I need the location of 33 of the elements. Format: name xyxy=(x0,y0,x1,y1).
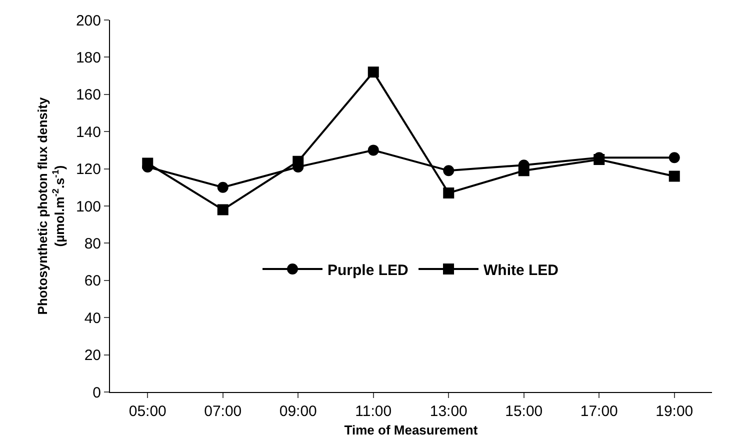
point xyxy=(292,156,304,167)
y-tick-label: 0 xyxy=(92,384,101,402)
y-tick-label: 20 xyxy=(84,347,101,364)
x-tick-label: 11:00 xyxy=(355,403,392,420)
point xyxy=(368,144,379,156)
x-tick-label: 19:00 xyxy=(656,403,694,420)
y-tick-label: 40 xyxy=(84,310,101,327)
y-tick-label: 200 xyxy=(76,12,101,30)
x-tick-label: 17:00 xyxy=(580,403,618,420)
point xyxy=(443,187,454,198)
point xyxy=(217,204,228,216)
point xyxy=(668,170,680,182)
y-tick-label: 180 xyxy=(76,49,101,66)
point xyxy=(668,152,680,164)
x-tick-label: 09:00 xyxy=(279,403,317,420)
x-tick-label: 13:00 xyxy=(430,403,468,420)
y-tick-label: 80 xyxy=(84,235,101,252)
x-tick-label: 05:00 xyxy=(128,403,166,420)
y-tick-label: 140 xyxy=(76,124,101,141)
x-tick-label: 15:00 xyxy=(505,403,543,420)
point xyxy=(217,182,228,193)
x-axis-title: Time of Measurement xyxy=(344,422,478,438)
legend-label: Purple LED xyxy=(328,262,409,279)
point xyxy=(368,66,379,78)
point xyxy=(443,165,454,176)
y-tick-label: 60 xyxy=(84,272,101,290)
y-tick-label: 160 xyxy=(76,86,101,104)
point xyxy=(142,158,154,169)
legend-label: White LED xyxy=(484,262,559,279)
y-tick-label: 100 xyxy=(76,198,101,216)
x-tick-label: 07:00 xyxy=(204,403,242,420)
point xyxy=(518,165,530,176)
y-tick-label: 120 xyxy=(76,161,101,178)
